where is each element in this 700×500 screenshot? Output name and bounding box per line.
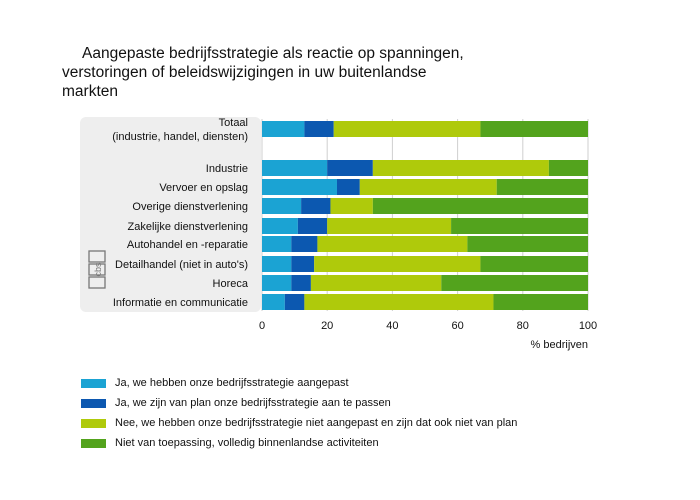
legend-label: Ja, we zijn van plan onze bedrijfsstrate… xyxy=(115,397,391,409)
bar-segment xyxy=(262,160,328,176)
bar-segment xyxy=(548,160,588,176)
legend-swatch xyxy=(81,398,106,408)
bar-segment xyxy=(262,179,337,195)
category-label: Overige dienstverlening xyxy=(132,201,248,213)
legend-item: Niet van toepassing, volledig binnenland… xyxy=(81,433,517,453)
legend-label: Niet van toepassing, volledig binnenland… xyxy=(115,437,379,449)
category-label: Autohandel en -reparatie xyxy=(127,239,248,251)
title-line-2: verstoringen of beleidswijzigingen in uw… xyxy=(62,64,427,81)
x-tick-label: 20 xyxy=(321,320,333,332)
legend-item: Ja, we zijn van plan onze bedrijfsstrate… xyxy=(81,393,517,413)
bar-segment xyxy=(304,121,334,137)
bars xyxy=(262,121,588,310)
legend: Ja, we hebben onze bedrijfsstrategie aan… xyxy=(81,373,517,453)
bar-segment xyxy=(333,121,481,137)
bar-segment xyxy=(451,218,588,234)
bar-segment xyxy=(262,236,292,252)
x-axis-label: % bedrijven xyxy=(531,339,588,351)
bar-segment xyxy=(327,160,373,176)
bar-segment xyxy=(262,275,292,291)
legend-item: Ja, we hebben onze bedrijfsstrategie aan… xyxy=(81,373,517,393)
bar-segment xyxy=(372,160,549,176)
x-axis-ticks: 0 20 40 60 80 100 xyxy=(259,320,597,332)
bar-segment xyxy=(480,121,588,137)
bar-segment xyxy=(291,275,311,291)
bar-segment xyxy=(314,256,481,272)
bar-segment xyxy=(291,256,315,272)
bar-segment xyxy=(304,294,494,310)
legend-item: Nee, we hebben onze bedrijfsstrategie ni… xyxy=(81,413,517,433)
x-tick-label: 100 xyxy=(579,320,597,332)
category-label: Zakelijke dienstverlening xyxy=(128,221,248,233)
bar-segment xyxy=(372,198,588,214)
legend-label: Nee, we hebben onze bedrijfsstrategie ni… xyxy=(115,417,518,429)
bar-segment xyxy=(359,179,497,195)
bar-segment xyxy=(496,179,588,195)
category-label: Horeca xyxy=(213,278,249,290)
category-label: Detailhandel (niet in auto's) xyxy=(115,259,248,271)
chart-title: Aangepaste bedrijfsstrategie als reactie… xyxy=(62,44,502,101)
bar-segment xyxy=(262,256,292,272)
bar-segment xyxy=(480,256,588,272)
bar-segment xyxy=(467,236,588,252)
bar-segment xyxy=(493,294,588,310)
title-line-3: markten xyxy=(62,83,118,100)
category-label: Vervoer en opslag xyxy=(159,182,248,194)
x-tick-label: 60 xyxy=(451,320,463,332)
bar-segment xyxy=(310,275,442,291)
x-tick-label: 40 xyxy=(386,320,398,332)
bar-segment xyxy=(330,198,373,214)
bar-segment xyxy=(284,294,305,310)
category-label: Totaal xyxy=(219,117,248,129)
bar-segment xyxy=(327,218,452,234)
x-tick-label: 80 xyxy=(517,320,529,332)
title-line-1: Aangepaste bedrijfsstrategie als reactie… xyxy=(82,45,464,62)
x-tick-label: 0 xyxy=(259,320,265,332)
category-label: Industrie xyxy=(206,163,248,175)
bar-segment xyxy=(262,198,302,214)
category-label: Informatie en communicatie xyxy=(113,297,248,309)
bar-segment xyxy=(297,218,328,234)
category-label: (industrie, handel, diensten) xyxy=(112,131,248,143)
bar-segment xyxy=(262,218,298,234)
cbs-logo: cbs xyxy=(88,250,106,289)
bar-segment xyxy=(291,236,318,252)
bar-segment xyxy=(262,121,305,137)
legend-swatch xyxy=(81,418,106,428)
legend-label: Ja, we hebben onze bedrijfsstrategie aan… xyxy=(115,377,349,389)
bar-segment xyxy=(336,179,360,195)
bar-segment xyxy=(441,275,588,291)
cbs-logo-text: cbs xyxy=(93,262,103,277)
category-labels: Totaal (industrie, handel, diensten) Indus… xyxy=(112,117,249,309)
legend-swatch xyxy=(81,378,106,388)
legend-swatch xyxy=(81,438,106,448)
bar-segment xyxy=(262,294,285,310)
category-panel xyxy=(80,117,261,312)
bar-segment xyxy=(317,236,468,252)
bar-segment xyxy=(301,198,331,214)
